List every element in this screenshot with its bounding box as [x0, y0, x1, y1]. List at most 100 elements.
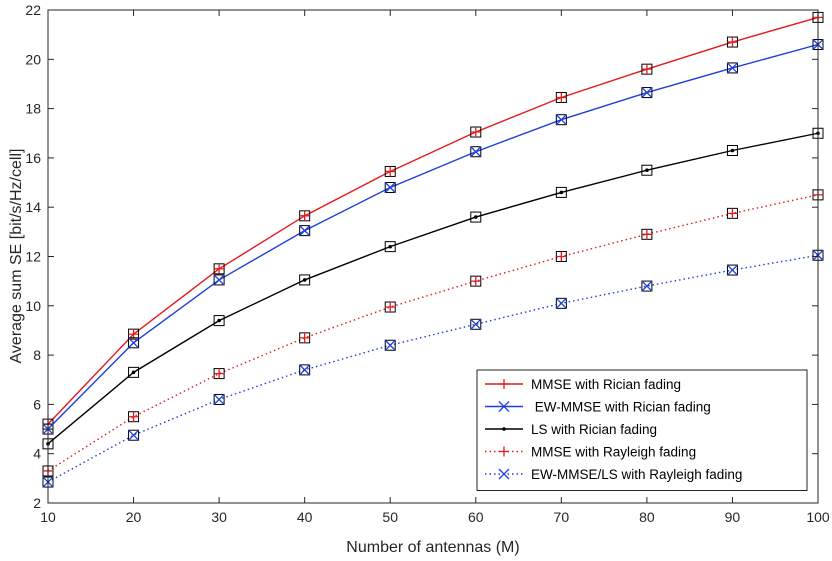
series-4-point-7 [556, 251, 567, 262]
legend-item-2: EW-MMSE with Rician fading [485, 400, 711, 415]
series-5-point-5-box [384, 339, 396, 351]
series-4-line [47, 194, 819, 472]
series-5 [42, 249, 824, 488]
x-tick-label-10: 100 [806, 509, 830, 525]
x-tick-label-4: 40 [297, 509, 313, 525]
series-4-point-2 [128, 411, 139, 422]
legend-marker-1 [499, 379, 509, 389]
series-2-point-6 [470, 146, 482, 158]
series-3-point-4-box [299, 274, 311, 286]
series-3-point-2 [131, 370, 136, 375]
y-tick-label-5: 10 [25, 298, 41, 314]
series-layer [42, 11, 824, 488]
series-3 [42, 127, 824, 450]
series-5-point-6-box [470, 318, 482, 330]
series-5-point-6 [470, 318, 482, 330]
series-4-point-5 [385, 302, 396, 313]
y-tick-label-4: 8 [33, 347, 41, 363]
y-tick-label-11: 22 [25, 2, 41, 18]
series-4-point-6 [470, 276, 481, 287]
x-tick-label-1: 10 [40, 509, 56, 525]
x-tick-label-5: 50 [382, 509, 398, 525]
series-3-point-6 [473, 215, 478, 219]
legend: MMSE with Rician fading EW-MMSE with Ric… [476, 369, 808, 491]
series-3-line [47, 132, 819, 445]
y-tick-label-2: 4 [33, 446, 41, 462]
legend-item-1: MMSE with Rician fading [485, 377, 681, 392]
y-tick-label-3: 6 [33, 396, 41, 412]
series-5-point-2-box [128, 429, 140, 441]
series-2-point-6-box [470, 146, 482, 158]
legend-label-2: EW-MMSE with Rician fading [531, 400, 711, 415]
series-3-point-3-box [213, 315, 225, 327]
legend-marker-5 [498, 468, 510, 480]
legend-label-4: MMSE with Rayleigh fading [531, 445, 696, 460]
series-4-point-4 [299, 332, 310, 343]
series-5-point-8-box [641, 280, 653, 292]
legend-label-5: EW-MMSE/LS with Rayleigh fading [531, 467, 742, 482]
series-4-point-8 [641, 229, 652, 240]
y-tick-label-10: 20 [25, 51, 41, 67]
series-3-point-4 [302, 278, 307, 282]
series-2-point-7-box [555, 114, 567, 126]
series-3-point-5 [388, 244, 393, 249]
legend-item-5: EW-MMSE/LS with Rayleigh fading [485, 467, 742, 482]
series-3-point-7-box [555, 186, 567, 198]
series-5-point-3 [213, 394, 225, 405]
series-3-point-7 [559, 190, 564, 195]
series-5-point-2 [128, 429, 140, 441]
legend-marker-4 [499, 446, 509, 457]
x-tick-label-2: 20 [126, 509, 142, 525]
series-2-line [47, 43, 819, 430]
legend-box [476, 369, 808, 491]
series-1-point-8 [641, 64, 652, 75]
series-2-point-9 [726, 62, 738, 74]
legend-item-3: LS with Rician fading [485, 422, 657, 437]
series-5-point-9-box [726, 264, 738, 276]
series-2-point-2 [128, 337, 140, 349]
series-2-point-3-box [213, 274, 225, 286]
series-5-point-7-box [555, 297, 567, 309]
legend-item-4: MMSE with Rayleigh fading [485, 445, 696, 460]
x-tick-label-3: 30 [211, 509, 227, 525]
x-axis-label: Number of antennas (M) [346, 539, 519, 556]
series-5-point-7 [555, 297, 567, 309]
series-3-point-8 [645, 168, 649, 173]
series-1-point-3 [214, 263, 225, 274]
y-tick-label-7: 14 [25, 199, 41, 215]
series-5-point-9 [726, 264, 738, 276]
series-4-point-9 [727, 208, 738, 219]
series-2-point-9-box [726, 62, 738, 74]
series-2-point-4 [299, 225, 311, 237]
legend-marker-3 [502, 427, 506, 431]
series-5-point-8 [641, 280, 653, 292]
series-3-point-9-box [726, 145, 738, 157]
series-5-point-5 [384, 339, 396, 351]
series-5-point-4 [299, 364, 311, 376]
series-2-point-8 [641, 87, 653, 99]
y-tick-label-1: 2 [33, 495, 41, 511]
series-4-point-3 [214, 368, 225, 379]
x-tick-label-9: 90 [725, 509, 741, 525]
x-tick-label-7: 70 [554, 509, 570, 525]
y-tick-label-9: 18 [25, 101, 41, 117]
series-3-point-8-box [641, 164, 653, 176]
y-tick-label-6: 12 [25, 249, 41, 265]
series-1-point-5 [385, 166, 396, 177]
series-5-point-4-box [299, 364, 311, 376]
series-1-point-9 [727, 37, 738, 48]
y-axis-label: Average sum SE [bit/s/Hz/cell] [8, 149, 25, 364]
legend-label-3: LS with Rician fading [531, 422, 657, 437]
series-1-line [47, 16, 819, 425]
series-3-point-5-box [384, 241, 396, 253]
legend-label-1: MMSE with Rician fading [531, 377, 681, 392]
series-2-point-4-box [299, 225, 311, 237]
series-5-point-3-box [213, 393, 225, 405]
series-3-point-2-box [128, 366, 140, 378]
series-2-point-7 [555, 114, 567, 126]
series-1-point-4 [299, 210, 310, 221]
axes-layer: 10 20 30 40 50 60 70 80 90 100 2 4 6 8 10 12 14 16 18 20 22 [25, 2, 829, 525]
series-2-point-8-box [641, 87, 653, 99]
series-2-point-5-box [384, 181, 396, 193]
